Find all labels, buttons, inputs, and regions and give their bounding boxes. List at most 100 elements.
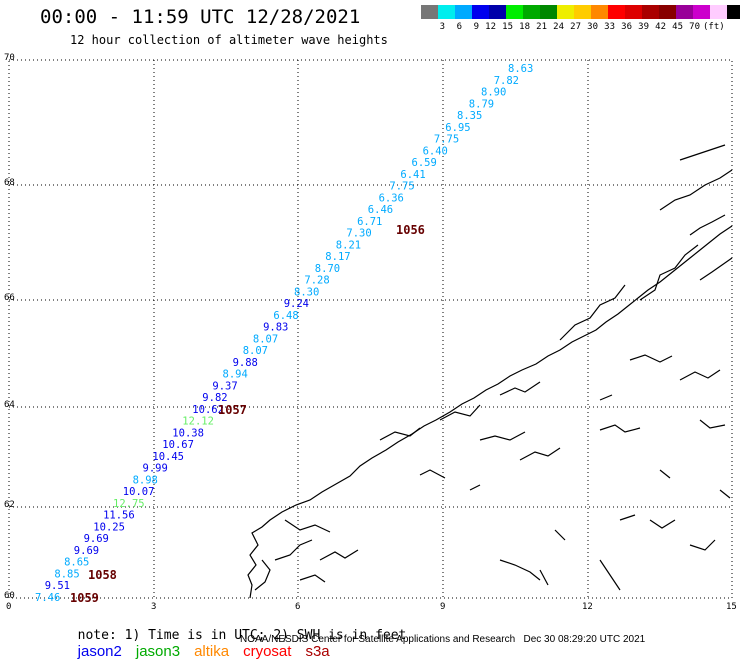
wave-height-value: 8.94 [223, 369, 248, 381]
wave-height-value: 8.90 [481, 87, 506, 99]
legend-unit: (ft) [703, 22, 725, 32]
legend-label: 15 [502, 22, 513, 32]
y-tick-label: 60 [4, 591, 15, 601]
legend-swatch [523, 5, 540, 19]
legend-swatch [608, 5, 625, 19]
y-tick-label: 66 [4, 293, 15, 303]
wave-height-value: 9.83 [263, 322, 288, 334]
x-tick-label: 0 [6, 602, 11, 612]
legend-swatch [489, 5, 506, 19]
wave-height-value: 7.28 [304, 275, 329, 287]
wave-height-value: 10.38 [172, 427, 204, 439]
wave-height-value: 9.37 [212, 380, 237, 392]
map-subtitle: 12 hour collection of altimeter wave hei… [70, 33, 388, 47]
legend-swatch [438, 5, 455, 19]
y-axis: 70 68 66 64 62 60 [4, 53, 15, 601]
legend-swatch [574, 5, 591, 19]
wave-height-value: 9.88 [233, 357, 258, 369]
legend-label: 12 [485, 22, 496, 32]
wave-height-value: 6.40 [423, 145, 448, 157]
wave-height-value: 8.35 [457, 110, 482, 122]
wave-height-value: 12.75 [113, 498, 145, 510]
wave-height-value: 6.59 [412, 157, 437, 169]
wave-height-value: 8.07 [253, 333, 278, 345]
wave-height-value: 7.46 [35, 592, 60, 604]
wave-height-value: 8.85 [54, 569, 79, 581]
wave-height-value: 6.48 [273, 310, 298, 322]
satellite-name: jason2 [77, 643, 122, 660]
x-tick-label: 15 [726, 602, 737, 612]
legend-label: 33 [604, 22, 615, 32]
wave-height-value: 8.79 [469, 98, 494, 110]
wave-height-value: 6.46 [368, 204, 393, 216]
x-axis: 0 3 6 9 12 15 [6, 602, 737, 612]
wave-height-value: 6.36 [379, 192, 404, 204]
wave-height-value: 6.95 [445, 122, 470, 134]
legend-label: 3 [439, 22, 445, 32]
orbit-label: 1059 [70, 591, 99, 605]
map-title: 00:00 - 11:59 UTC 12/28/2021 [40, 6, 361, 28]
wave-height-value: 6.71 [357, 216, 382, 228]
legend-swatch [642, 5, 659, 19]
wave-height-value: 10.25 [93, 522, 125, 534]
wave-height-value: 8.98 [133, 474, 158, 486]
wave-height-value: 9.99 [143, 463, 168, 475]
wave-height-value: 9.69 [74, 545, 99, 557]
orbit-label: 1058 [88, 568, 117, 582]
legend-swatch [727, 5, 740, 19]
note-text: note: 1) Time is in UTC; 2) SWH is in fe… [77, 628, 407, 643]
y-tick-label: 64 [4, 400, 15, 410]
satellite-name: jason3 [135, 643, 181, 660]
x-tick-label: 9 [440, 602, 445, 612]
footer-timestamp: Dec 30 08:29:20 UTC 2021 [523, 634, 646, 645]
wave-height-value: 7.75 [389, 181, 414, 193]
wave-height-value: 10.07 [123, 486, 155, 498]
wave-height-value: 9.24 [284, 298, 309, 310]
legend-label: 27 [570, 22, 581, 32]
wave-height-value: 8.65 [64, 557, 89, 569]
wave-height-value: 9.69 [84, 533, 109, 545]
legend-label: 9 [473, 22, 479, 32]
legend-swatch [472, 5, 489, 19]
wave-height-value: 8.63 [508, 63, 533, 75]
legend-label: 6 [456, 22, 462, 32]
wave-height-value: 8.07 [243, 345, 268, 357]
wave-height-value: 12.12 [182, 416, 214, 428]
legend-label: 45 [672, 22, 683, 32]
map-grid [8, 59, 733, 599]
legend-swatch [557, 5, 574, 19]
wave-height-value: 7.82 [494, 75, 519, 87]
satellite-name: s3a [305, 643, 330, 660]
wave-height-value: 6.41 [400, 169, 425, 181]
legend-label: 36 [621, 22, 632, 32]
x-tick-label: 12 [582, 602, 593, 612]
wave-height-value: 8.21 [336, 239, 361, 251]
legend-swatch [710, 5, 727, 19]
legend-swatch [591, 5, 608, 19]
footer: NOAA/NESDIS Center for Satellite Applica… [240, 634, 645, 645]
y-tick-label: 70 [4, 53, 15, 63]
altimeter-track: 8.637.828.908.798.356.957.756.406.596.41… [35, 63, 533, 604]
legend-label: 18 [519, 22, 530, 32]
x-tick-label: 6 [295, 602, 300, 612]
wave-height-value: 9.82 [202, 392, 227, 404]
legend-label: 24 [553, 22, 564, 32]
wave-height-value: 10.45 [152, 451, 184, 463]
satellite-name: cryosat [243, 643, 292, 660]
wave-height-value: 9.51 [45, 580, 70, 592]
orbit-labels: 1056 1057 1058 1059 [70, 223, 425, 605]
y-tick-label: 62 [4, 500, 15, 510]
wave-height-value: 7.75 [434, 134, 459, 146]
wave-height-value: 10.62 [192, 404, 224, 416]
orbit-label: 1057 [218, 403, 247, 417]
legend-label: 39 [638, 22, 649, 32]
legend-swatch [455, 5, 472, 19]
coastline [247, 144, 733, 599]
legend-swatch [506, 5, 523, 19]
x-tick-label: 3 [151, 602, 156, 612]
orbit-label: 1056 [396, 223, 425, 237]
legend-swatch [625, 5, 642, 19]
wave-height-value: 11.56 [103, 510, 135, 522]
legend-label: 21 [536, 22, 547, 32]
